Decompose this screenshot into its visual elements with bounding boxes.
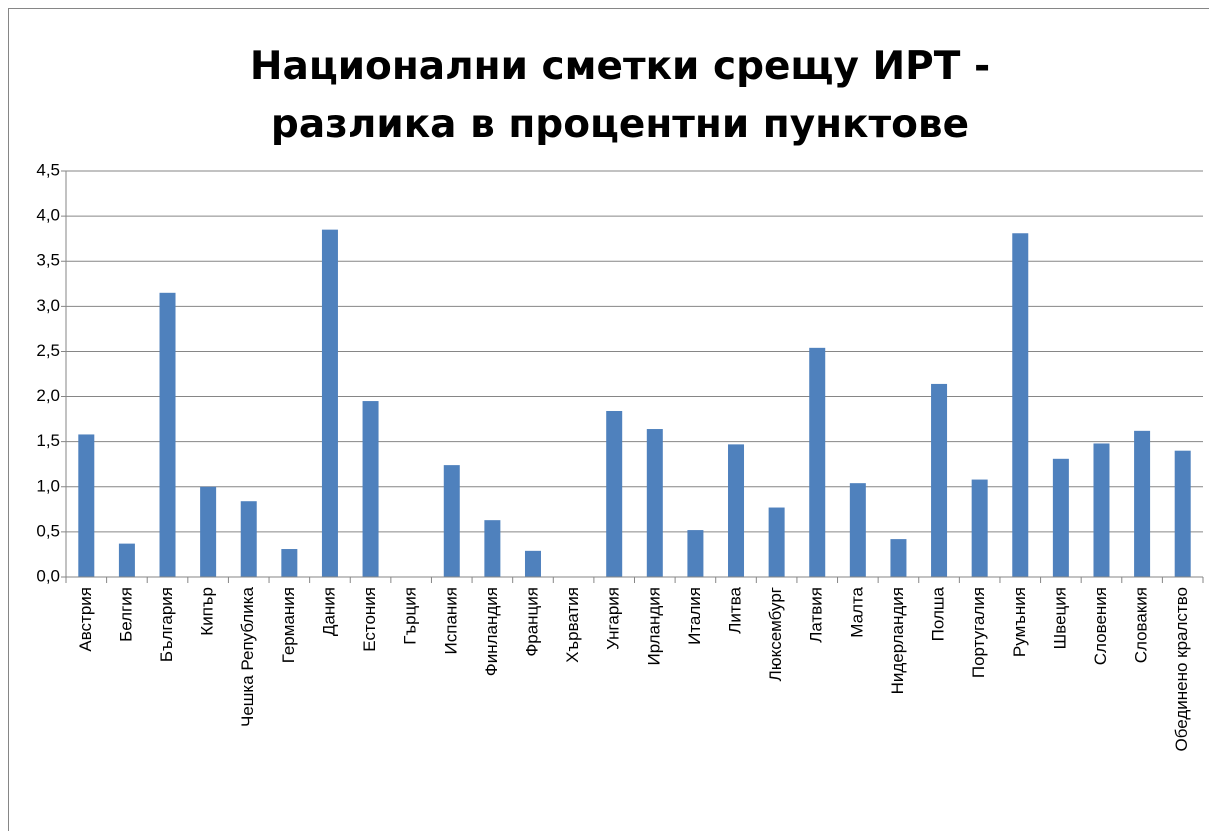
x-tick-label: Австрия — [76, 587, 95, 652]
bar — [281, 549, 298, 577]
y-tick-label: 0,5 — [36, 521, 60, 540]
x-tick-label: Германия — [279, 587, 298, 663]
x-tick-label: България — [157, 587, 176, 662]
bar — [78, 434, 95, 577]
x-tick-label: Литва — [726, 586, 745, 633]
chart-border — [8, 8, 1209, 831]
x-tick-label: Латвия — [807, 587, 826, 643]
bar — [118, 543, 135, 577]
bar — [971, 479, 988, 577]
bar — [1174, 450, 1191, 577]
x-tick-label: Румъния — [1010, 587, 1029, 657]
x-tick-label: Финландия — [482, 587, 501, 676]
bar — [687, 530, 704, 577]
x-tick-label: Унгария — [604, 587, 623, 650]
y-tick-label: 3,5 — [36, 251, 60, 270]
y-tick-label: 0,0 — [36, 566, 60, 585]
y-tick-label: 1,0 — [36, 476, 60, 495]
bar — [443, 465, 460, 577]
x-tick-label: Франция — [522, 587, 541, 657]
bar — [159, 292, 176, 577]
x-tick-label: Дания — [319, 587, 338, 636]
x-tick-label: Швеция — [1050, 587, 1069, 649]
bar — [362, 401, 379, 577]
x-tick-label: Белгия — [116, 587, 135, 642]
x-tick-label: Малта — [847, 586, 866, 637]
bar — [240, 501, 257, 577]
x-tick-label: Обединено кралство — [1172, 587, 1191, 752]
bar — [809, 347, 826, 577]
y-tick-label: 4,0 — [36, 206, 60, 225]
x-tick-label: Словения — [1091, 587, 1110, 665]
x-tick-label: Хърватия — [563, 587, 582, 663]
bar — [646, 429, 663, 577]
x-tick-label: Люксембург — [766, 587, 785, 681]
x-tick-label: Чешка Република — [238, 586, 257, 727]
x-tick-label: Словакия — [1132, 587, 1151, 663]
bar — [1093, 443, 1110, 577]
chart-title: Национални сметки срещу ИРТ - разлика в … — [249, 44, 991, 147]
y-tick-label: 1,5 — [36, 431, 60, 450]
y-tick-label: 2,0 — [36, 386, 60, 405]
x-tick-label: Италия — [685, 587, 704, 645]
bar — [606, 410, 623, 577]
y-tick-label: 2,5 — [36, 341, 60, 360]
x-tick-label: Португалия — [969, 587, 988, 678]
bar — [728, 444, 745, 577]
bar — [890, 539, 907, 577]
x-tick-label: Кипър — [198, 587, 217, 636]
x-tick-label: Ирландия — [644, 587, 663, 665]
bar — [931, 383, 948, 577]
bar — [1134, 430, 1151, 577]
bar — [1012, 233, 1029, 577]
y-tick-label: 3,0 — [36, 296, 60, 315]
x-tick-label: Естония — [360, 587, 379, 652]
bar — [200, 486, 217, 577]
x-tick-label: Испания — [441, 587, 460, 654]
bar — [1052, 458, 1069, 577]
bar — [849, 483, 866, 577]
y-tick-label: 4,5 — [36, 160, 60, 179]
bar — [768, 507, 785, 577]
x-tick-label: Полша — [929, 586, 948, 641]
x-tick-label: Нидерландия — [888, 587, 907, 694]
bar — [524, 550, 541, 577]
bar — [484, 520, 501, 577]
x-tick-label: Гърция — [401, 587, 420, 645]
bar — [321, 229, 338, 577]
